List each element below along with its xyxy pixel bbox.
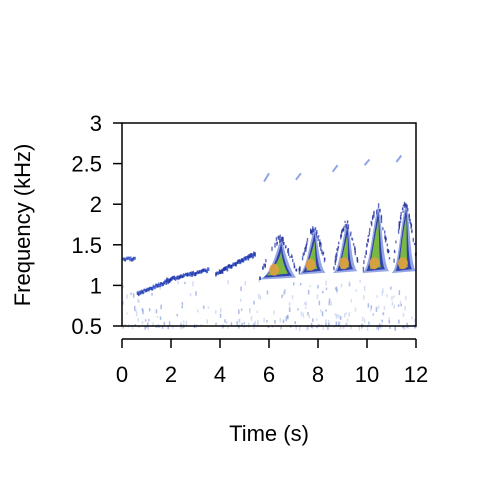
y-tick-label: 2.5 — [71, 152, 102, 177]
contour-segment-4 — [215, 252, 256, 277]
y-tick-label: 0.5 — [71, 314, 102, 339]
spectrogram-marks — [122, 156, 417, 331]
y-tick-label: 1 — [90, 273, 102, 298]
call-3 — [333, 220, 359, 273]
call-4 — [362, 203, 390, 273]
x-axis: 0 2 4 6 8 10 12 — [116, 339, 428, 387]
x-tick-label: 0 — [116, 362, 128, 387]
harmonic-1 — [264, 173, 269, 181]
y-tick-label: 1.5 — [71, 233, 102, 258]
x-tick-label: 2 — [165, 362, 177, 387]
x-tick-label: 4 — [214, 362, 226, 387]
x-tick-label: 6 — [263, 362, 275, 387]
harmonic-2 — [296, 173, 301, 180]
call-1 — [259, 235, 297, 281]
harmonic-3 — [333, 165, 338, 172]
harmonic-5 — [396, 156, 401, 163]
y-axis-title: Frequency (kHz) — [10, 144, 35, 307]
call-2 — [298, 226, 325, 275]
x-axis-title: Time (s) — [229, 421, 309, 446]
harmonic-4 — [365, 160, 370, 166]
y-tick-label: 3 — [90, 111, 102, 136]
call-5 — [392, 202, 417, 273]
background-noise — [122, 279, 416, 331]
contour-segment-1 — [122, 257, 136, 262]
x-tick-label: 8 — [312, 362, 324, 387]
x-tick-label: 12 — [404, 362, 428, 387]
x-tick-label: 10 — [355, 362, 379, 387]
y-axis: 0.5 1 1.5 2 2.5 3 — [71, 111, 122, 339]
y-tick-label: 2 — [90, 192, 102, 217]
